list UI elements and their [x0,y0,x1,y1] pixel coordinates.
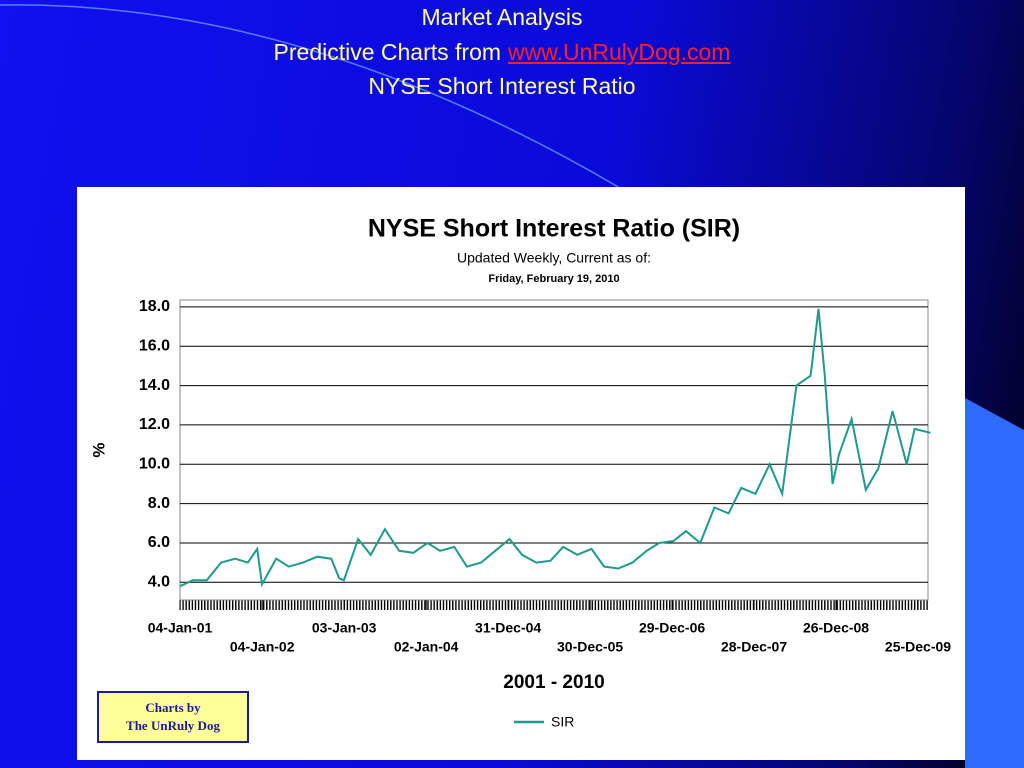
y-axis-label: % [89,442,108,457]
y-tick-label: 10.0 [139,455,170,472]
slide-title: Market Analysis [421,4,583,30]
x-tick-label: 04-Jan-02 [230,639,295,655]
minor-ticks [180,600,928,610]
date-note: Friday, February 19, 2010 [488,273,619,285]
y-tick-label: 12.0 [139,416,170,433]
badge-line: The UnRuly Dog [126,718,220,733]
chart-subtitle: Updated Weekly, Current as of: [457,250,651,266]
subtitle-prefix: Predictive Charts from [273,39,502,65]
x-tick-label: 04-Jan-01 [148,620,213,636]
x-tick-label: 29-Dec-06 [639,620,705,636]
x-tick-label: 03-Jan-03 [312,620,377,636]
x-tick-label: 25-Dec-09 [885,639,951,655]
chart-title: NYSE Short Interest Ratio (SIR) [368,215,740,243]
y-tick-label: 16.0 [139,337,170,354]
y-tick-label: 8.0 [148,495,170,512]
x-tick-label: 28-Dec-07 [721,639,787,655]
legend-label: SIR [551,714,574,730]
y-tick-label: 14.0 [139,377,170,394]
plot-frame [179,299,929,601]
x-tick-label: 02-Jan-04 [394,639,459,655]
y-tick-label: 4.0 [148,574,170,591]
link[interactable]: www.UnRulyDog.com [508,39,731,65]
y-tick-label: 6.0 [148,534,170,551]
sir-line [179,308,931,588]
y-tick-label: 18.0 [139,298,170,315]
x-tick-label: 26-Dec-08 [803,620,869,636]
badge [97,691,249,743]
x-axis-label: 2001 - 2010 [503,672,604,693]
chart: NYSE Short Interest Ratio (SIR) Updated … [77,187,965,760]
slide-subtitle: Predictive Charts from www.UnRulyDog.com [0,39,1004,66]
x-tick-label: 31-Dec-04 [475,620,541,636]
slide-subtitle-2: NYSE Short Interest Ratio [368,73,636,99]
x-tick-label: 30-Dec-05 [557,639,623,655]
badge-line: Charts by [145,700,201,715]
